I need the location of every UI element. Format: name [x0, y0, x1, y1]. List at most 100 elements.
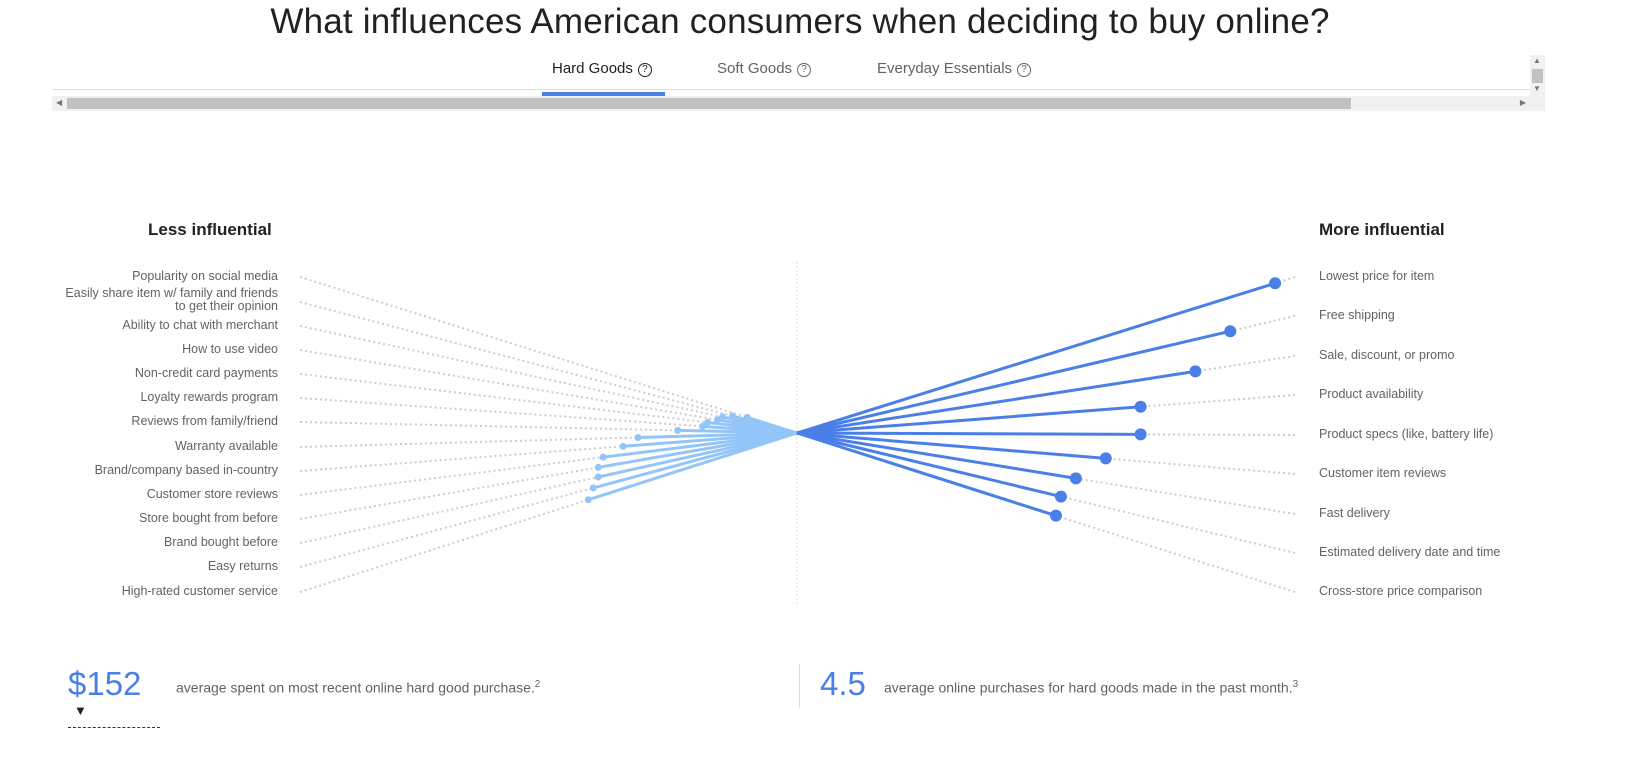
tab-soft-goods[interactable]: Soft Goods?	[717, 60, 812, 77]
right-bar	[796, 431, 1057, 518]
label-text: Lowest price for item	[1319, 269, 1435, 283]
scrollbar-thumb[interactable]	[1532, 69, 1543, 83]
left-guide-line	[299, 432, 798, 568]
right-label: Product availability	[1319, 388, 1423, 401]
right-bar	[796, 431, 1141, 436]
scroll-right-icon[interactable]: ▶	[1519, 98, 1526, 107]
left-label: Reviews from family/friend	[131, 415, 278, 428]
label-text: to get their opinion	[175, 299, 278, 313]
label-text: Brand/company based in-country	[94, 463, 278, 477]
left-bar	[597, 431, 798, 469]
left-label: How to use video	[182, 343, 278, 356]
right-bar	[796, 405, 1141, 435]
category-tabs: Hard Goods? Soft Goods? Everyday Essenti…	[52, 58, 1532, 90]
right-dot	[1134, 428, 1147, 441]
left-dot	[594, 463, 602, 471]
right-dot	[1049, 509, 1062, 522]
right-dot	[1189, 365, 1202, 378]
left-dot	[713, 416, 721, 424]
left-label: Easily share item w/ family and friends t…	[65, 287, 278, 313]
left-heading: Less influential	[148, 220, 272, 239]
stat-description: average online purchases for hard goods …	[884, 679, 1298, 696]
label-text: Customer item reviews	[1319, 466, 1447, 480]
stat-divider	[799, 664, 800, 708]
left-bar	[602, 431, 798, 459]
left-guide-line	[299, 276, 798, 434]
left-label: Loyalty rewards program	[140, 391, 278, 404]
tab-label: Soft Goods	[717, 60, 793, 77]
label-text: Non-credit card payments	[134, 366, 278, 380]
label-text: Product specs (like, battery life)	[1319, 427, 1494, 441]
stat-average-purchases: 4.5 average online purchases for hard go…	[820, 665, 1298, 703]
right-heading: More influential	[1319, 220, 1445, 239]
left-guide-line	[299, 432, 798, 496]
right-label: Cross-store price comparison	[1319, 585, 1482, 598]
label-text: Free shipping	[1319, 308, 1395, 322]
horizontal-scrollbar[interactable]: ◀ ▶	[52, 96, 1530, 111]
left-label: Customer store reviews	[147, 488, 278, 501]
stat-text: average online purchases for hard goods …	[884, 679, 1293, 696]
stat-text: average spent on most recent online hard…	[176, 679, 535, 696]
label-text: Brand bought before	[164, 535, 278, 549]
label-text: Cross-store price comparison	[1319, 584, 1483, 598]
amount-dropdown[interactable]: $152 ▼	[68, 665, 160, 728]
left-label: Warranty available	[175, 440, 278, 453]
right-bar	[796, 431, 1106, 460]
left-label: Non-credit card payments	[135, 367, 278, 380]
label-text: Estimated delivery date and time	[1319, 545, 1501, 559]
right-label: Product specs (like, battery life)	[1319, 428, 1493, 441]
footnote: 2	[534, 679, 541, 690]
right-bar	[796, 281, 1276, 435]
left-dot	[594, 473, 602, 481]
left-label: Store bought from before	[139, 512, 278, 525]
active-tab-indicator	[542, 92, 665, 96]
label-text: Warranty available	[174, 439, 278, 453]
stat-description: average spent on most recent online hard…	[176, 679, 540, 696]
left-dot	[584, 496, 592, 504]
help-icon[interactable]: ?	[637, 63, 652, 77]
right-bar	[796, 431, 1077, 480]
tab-hard-goods[interactable]: Hard Goods?	[552, 60, 652, 77]
right-dot	[1134, 400, 1147, 413]
scroll-down-icon[interactable]: ▼	[1533, 84, 1541, 93]
footnote: 3	[1292, 679, 1299, 690]
left-dot	[699, 422, 707, 430]
left-guide-line	[299, 373, 798, 434]
left-bar	[592, 431, 798, 490]
tab-everyday-essentials[interactable]: Everyday Essentials?	[877, 60, 1032, 77]
help-icon[interactable]: ?	[797, 63, 812, 77]
label-text: Popularity on social media	[132, 269, 278, 283]
tab-label: Hard Goods	[552, 60, 633, 77]
label-text: Easily share item w/ family and friends	[65, 286, 278, 300]
label-text: Sale, discount, or promo	[1319, 348, 1455, 362]
left-dot	[589, 484, 597, 492]
left-guide-line	[299, 301, 798, 434]
right-dot	[1099, 452, 1112, 465]
scroll-left-icon[interactable]: ◀	[56, 98, 63, 107]
scrollbar-thumb[interactable]	[67, 98, 1351, 109]
page-title: What influences American consumers when …	[270, 2, 1330, 41]
right-dot	[1069, 472, 1082, 485]
left-dot	[634, 433, 642, 441]
right-dot	[1054, 490, 1067, 503]
left-guide-line	[299, 432, 798, 593]
right-bar	[796, 369, 1196, 435]
left-dot	[599, 453, 607, 461]
label-text: Ability to chat with merchant	[122, 318, 278, 332]
label-text: Product availability	[1319, 387, 1424, 401]
stat-value: 4.5	[820, 665, 866, 702]
label-text: Loyalty rewards program	[140, 390, 278, 404]
right-label: Lowest price for item	[1319, 270, 1434, 283]
stat-value: $152	[68, 665, 142, 702]
label-text: Reviews from family/friend	[131, 414, 278, 428]
help-icon[interactable]: ?	[1017, 63, 1032, 77]
right-label: Customer item reviews	[1319, 467, 1446, 480]
left-dot	[704, 418, 712, 426]
left-bar	[587, 431, 798, 502]
right-label: Estimated delivery date and time	[1319, 546, 1500, 559]
caret-down-icon[interactable]: ▼	[74, 703, 87, 718]
label-text: High-rated customer service	[121, 584, 278, 598]
vertical-scrollbar[interactable]: ▲ ▼	[1530, 55, 1545, 111]
scroll-up-icon[interactable]: ▲	[1533, 56, 1541, 65]
label-text: Customer store reviews	[146, 487, 278, 501]
